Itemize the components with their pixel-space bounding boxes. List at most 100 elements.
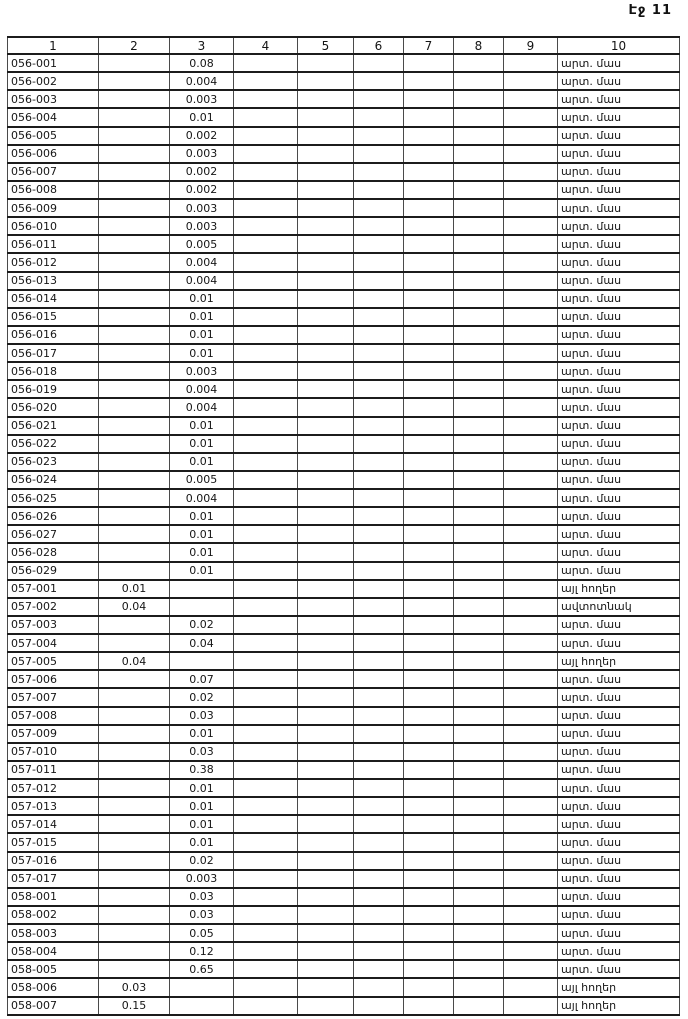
cell-col-5: [297, 723, 354, 744]
cell-col-7: [403, 197, 454, 219]
cell-col-10: արտ. մաս: [557, 433, 680, 454]
cell-col-10: արտ. մաս: [557, 832, 680, 853]
cell-col-5: [297, 270, 354, 291]
cell-col-1: 056-028: [7, 542, 99, 563]
table-row: 056-003 0.003 արտ. մաս: [7, 89, 680, 110]
cell-col-5: [297, 632, 354, 654]
cell-col-1: 056-029: [7, 560, 99, 581]
cell-col-8: [453, 270, 504, 291]
cell-col-8: [453, 578, 504, 599]
cell-col-1: 056-014: [7, 288, 99, 309]
cell-col-9: [503, 161, 558, 182]
cell-col-8: [453, 741, 504, 762]
cell-col-6: [353, 252, 404, 273]
table-row: 057-006 0.07 արտ. մաս: [7, 669, 680, 690]
cell-col-3: 0.003: [169, 143, 234, 164]
cell-col-9: [503, 904, 558, 926]
cell-col-6: [353, 361, 404, 382]
cell-col-8: [453, 687, 504, 708]
cell-col-1: 056-021: [7, 415, 99, 436]
cell-col-5: [297, 886, 354, 907]
cell-col-1: 056-004: [7, 107, 99, 128]
cell-col-8: [453, 759, 504, 781]
cell-col-1: 056-003: [7, 89, 99, 110]
cell-col-5: [297, 669, 354, 690]
cell-col-7: [403, 596, 454, 617]
cell-col-5: [297, 705, 354, 726]
cell-col-3: 0.002: [169, 125, 234, 146]
cell-col-8: [453, 777, 504, 799]
cell-col-4: [233, 71, 298, 92]
cell-col-3: 0.03: [169, 741, 234, 762]
cell-col-6: [353, 705, 404, 726]
cell-col-2: [98, 705, 170, 726]
cell-col-1: 056-002: [7, 71, 99, 92]
cell-col-9: [503, 506, 558, 527]
cell-col-10: արտ. մաս: [557, 71, 680, 92]
cell-col-4: [233, 125, 298, 146]
cell-col-6: [353, 777, 404, 799]
table-row: 056-013 0.004 արտ. մաս: [7, 270, 680, 291]
cell-col-4: [233, 669, 298, 690]
cell-col-5: [297, 306, 354, 327]
cell-col-6: [353, 886, 404, 907]
cell-col-3: 0.38: [169, 759, 234, 781]
cell-col-2: [98, 669, 170, 690]
cell-col-3: 0.01: [169, 560, 234, 581]
cell-col-7: [403, 89, 454, 110]
cell-col-5: [297, 415, 354, 436]
cell-col-7: [403, 995, 454, 1016]
cell-col-7: [403, 959, 454, 980]
cell-col-3: 0.003: [169, 197, 234, 219]
cell-col-2: [98, 397, 170, 418]
table-row: 057-004 0.04 արտ. մաս: [7, 632, 680, 654]
cell-col-5: [297, 397, 354, 418]
cell-col-8: [453, 723, 504, 744]
table-row: 056-006 0.003 արտ. մաս: [7, 143, 680, 164]
cell-col-1: 057-001: [7, 578, 99, 599]
cell-col-2: [98, 433, 170, 454]
cell-col-8: [453, 143, 504, 164]
cell-col-5: [297, 922, 354, 944]
cell-col-1: 057-003: [7, 614, 99, 636]
cell-col-10: արտ. մաս: [557, 234, 680, 255]
cell-col-6: [353, 759, 404, 781]
cell-col-7: [403, 125, 454, 146]
cell-col-1: 056-020: [7, 397, 99, 418]
cell-col-2: [98, 560, 170, 581]
cell-col-7: [403, 777, 454, 799]
cell-col-2: [98, 814, 170, 835]
cell-col-1: 056-012: [7, 252, 99, 273]
table-row: 057-001 0.01 այլ հողեր: [7, 578, 680, 599]
cell-col-8: [453, 669, 504, 690]
cell-col-10: այլ հողեր: [557, 578, 680, 599]
cell-col-9: [503, 941, 558, 962]
cell-col-1: 057-016: [7, 850, 99, 871]
cell-col-6: [353, 614, 404, 636]
cell-col-3: 0.003: [169, 89, 234, 110]
cell-col-7: [403, 379, 454, 400]
cell-col-8: [453, 886, 504, 907]
cell-col-2: [98, 415, 170, 436]
cell-col-9: [503, 143, 558, 164]
cell-col-4: [233, 687, 298, 708]
table-row: 057-013 0.01 արտ. մաս: [7, 796, 680, 817]
cell-col-8: [453, 125, 504, 146]
cell-col-1: 056-001: [7, 52, 99, 74]
cell-col-10: արտ. մաս: [557, 506, 680, 527]
cell-col-6: [353, 796, 404, 817]
cell-col-9: [503, 71, 558, 92]
cell-col-7: [403, 578, 454, 599]
table-row: 056-020 0.004 արտ. մաս: [7, 397, 680, 418]
cell-col-2: [98, 850, 170, 871]
cell-col-7: [403, 270, 454, 291]
cell-col-6: [353, 71, 404, 92]
table-row: 057-002 0.04 ավտոտնակ: [7, 596, 680, 617]
cell-col-9: [503, 850, 558, 871]
table-row: 056-017 0.01 արտ. մաս: [7, 342, 680, 364]
cell-col-9: [503, 451, 558, 472]
cell-col-1: 057-017: [7, 868, 99, 889]
cell-col-7: [403, 506, 454, 527]
cell-col-9: [503, 252, 558, 273]
cell-col-9: [503, 669, 558, 690]
